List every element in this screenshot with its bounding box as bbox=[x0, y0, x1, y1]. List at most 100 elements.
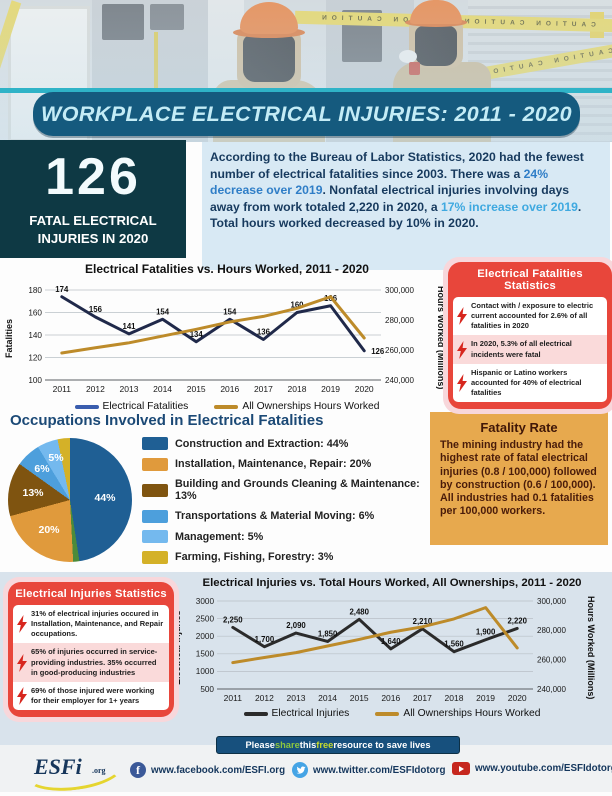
svg-text:2014: 2014 bbox=[153, 384, 172, 394]
page-title: WORKPLACE ELECTRICAL INJURIES: 2011 - 20… bbox=[41, 101, 572, 126]
lightning-bolt-icon bbox=[17, 615, 27, 634]
svg-text:126: 126 bbox=[371, 347, 385, 356]
stats-box-title: Electrical Injuries Statistics bbox=[15, 588, 167, 600]
legend-item: Electrical Fatalities bbox=[74, 401, 188, 412]
svg-text:3000: 3000 bbox=[196, 597, 215, 606]
twitter-link[interactable]: www.twitter.com/ESFIdotorg bbox=[292, 762, 445, 778]
legend-item: Building and Grounds Cleaning & Maintena… bbox=[142, 478, 432, 502]
facebook-icon: f bbox=[130, 762, 146, 778]
injuries-line-chart: 3000 2500 2000 1500 1000 500 300,000 280,000 260… bbox=[196, 597, 567, 703]
pie-slice-label: 5% bbox=[48, 452, 64, 464]
svg-text:2020: 2020 bbox=[508, 693, 527, 703]
svg-text:2018: 2018 bbox=[445, 693, 464, 703]
legend-swatch bbox=[142, 437, 168, 450]
svg-text:300,000: 300,000 bbox=[537, 597, 566, 606]
pie-graphic: 44% 20% 13% 6% 5% bbox=[8, 438, 132, 562]
svg-text:160: 160 bbox=[28, 308, 42, 317]
svg-text:2019: 2019 bbox=[476, 693, 495, 703]
chart-title: Electrical Fatalities vs. Hours Worked, … bbox=[85, 262, 369, 276]
fatalities-count-label: FATAL ELECTRICAL INJURIES IN 2020 bbox=[29, 213, 157, 246]
svg-text:260,000: 260,000 bbox=[385, 346, 414, 355]
chart-legend: Electrical Fatalities All Ownerships Hou… bbox=[4, 401, 450, 412]
legend-item: Transportations & Material Moving: 6% bbox=[142, 509, 432, 523]
chart-legend: Electrical Injuries All Ownerships Hours… bbox=[172, 708, 612, 719]
esfi-logo: ESFi .org bbox=[21, 744, 127, 796]
legend-item: Electrical Injuries bbox=[243, 708, 349, 719]
chart-title: Electrical Injuries vs. Total Hours Work… bbox=[202, 577, 582, 589]
facebook-link[interactable]: f www.facebook.com/ESFI.org bbox=[130, 762, 285, 778]
svg-text:240,000: 240,000 bbox=[385, 376, 414, 385]
stat-item: 31% of electrical injuries occured in In… bbox=[13, 605, 169, 643]
legend-swatch bbox=[142, 483, 168, 497]
fatalities-chart: Electrical Fatalities vs. Hours Worked, … bbox=[4, 262, 450, 412]
lightning-bolt-icon bbox=[457, 307, 467, 326]
svg-text:280,000: 280,000 bbox=[537, 626, 566, 635]
fatality-rate-text: The mining industry had the highest rate… bbox=[440, 439, 597, 518]
svg-text:141: 141 bbox=[122, 322, 136, 331]
title-banner: WORKPLACE ELECTRICAL INJURIES: 2011 - 20… bbox=[33, 92, 580, 136]
pie-slice-label: 20% bbox=[38, 524, 60, 536]
legend-swatch bbox=[142, 530, 168, 543]
legend-item: All Ownerships Hours Worked bbox=[214, 401, 380, 412]
fatality-rate-box: Fatality Rate The mining industry had th… bbox=[430, 412, 608, 545]
svg-text:240,000: 240,000 bbox=[537, 685, 566, 694]
summary-paragraph: According to the Bureau of Labor Statist… bbox=[202, 142, 610, 270]
legend-swatch bbox=[142, 457, 168, 471]
svg-text:1,560: 1,560 bbox=[444, 640, 464, 649]
lightning-bolt-icon bbox=[457, 340, 467, 359]
stats-box-title: Electrical Fatalities Statistics bbox=[477, 268, 583, 292]
y-axis-label-right: Hours Worked (Millions) bbox=[436, 286, 446, 390]
teal-divider bbox=[0, 88, 612, 93]
svg-text:2017: 2017 bbox=[413, 693, 432, 703]
stat-item: 65% of injuries occurred in service-prov… bbox=[13, 643, 169, 682]
svg-text:2000: 2000 bbox=[196, 632, 215, 641]
svg-text:2,250: 2,250 bbox=[223, 615, 243, 624]
svg-text:500: 500 bbox=[200, 685, 214, 694]
fatality-rate-title: Fatality Rate bbox=[480, 420, 558, 435]
stat-item: Contact with / exposure to electric curr… bbox=[453, 297, 607, 335]
svg-text:100: 100 bbox=[28, 376, 42, 385]
legend-item: Management: 5% bbox=[142, 530, 432, 543]
pie-slice-label: 13% bbox=[22, 487, 44, 499]
svg-text:1500: 1500 bbox=[196, 650, 215, 659]
svg-text:2019: 2019 bbox=[321, 384, 340, 394]
svg-text:180: 180 bbox=[28, 286, 42, 295]
legend-item: All Ownerships Hours Worked bbox=[375, 708, 540, 719]
y-axis-label-left: Fatalities bbox=[4, 318, 14, 358]
svg-text:2018: 2018 bbox=[288, 384, 307, 394]
svg-text:2,480: 2,480 bbox=[349, 607, 369, 616]
legend-item: Installation, Maintenance, Repair: 20% bbox=[142, 457, 432, 471]
legend-swatch bbox=[243, 711, 268, 716]
big-number-box: 126 FATAL ELECTRICAL INJURIES IN 2020 bbox=[0, 140, 186, 258]
svg-text:2017: 2017 bbox=[254, 384, 273, 394]
svg-text:2012: 2012 bbox=[255, 693, 274, 703]
lightning-bolt-icon bbox=[457, 373, 467, 392]
svg-text:2,210: 2,210 bbox=[413, 617, 433, 626]
svg-text:2020: 2020 bbox=[355, 384, 374, 394]
svg-text:154: 154 bbox=[156, 307, 170, 316]
svg-text:140: 140 bbox=[28, 331, 42, 340]
svg-text:2,090: 2,090 bbox=[286, 621, 306, 630]
svg-text:1,850: 1,850 bbox=[318, 629, 338, 638]
svg-text:1,640: 1,640 bbox=[381, 637, 401, 646]
svg-text:160: 160 bbox=[290, 301, 304, 310]
svg-text:136: 136 bbox=[257, 328, 271, 337]
share-banner: Please share this free resource to save … bbox=[216, 736, 460, 754]
pie-section-title: Occupations Involved in Electrical Fatal… bbox=[10, 412, 324, 429]
legend-item: Farming, Fishing, Forestry: 3% bbox=[142, 550, 432, 564]
youtube-link[interactable]: www.youtube.com/ESFIdotorg bbox=[452, 762, 612, 775]
stat-item: Hispanic or Latino workers accounted for… bbox=[453, 364, 607, 402]
legend-item: Construction and Extraction: 44% bbox=[142, 437, 432, 450]
twitter-icon bbox=[292, 762, 308, 778]
pie-slice-label: 44% bbox=[94, 492, 116, 504]
svg-text:1,700: 1,700 bbox=[255, 635, 275, 644]
stat-item: 69% of those injured were working for th… bbox=[13, 682, 169, 710]
injuries-stats-box: Electrical Injuries Statistics 31% of el… bbox=[3, 577, 179, 722]
svg-text:156: 156 bbox=[89, 305, 103, 314]
pie-slice-label: 6% bbox=[34, 463, 50, 475]
svg-text:2011: 2011 bbox=[224, 693, 243, 703]
svg-text:2015: 2015 bbox=[350, 693, 369, 703]
svg-text:300,000: 300,000 bbox=[385, 286, 414, 295]
svg-text:2,220: 2,220 bbox=[507, 616, 527, 625]
svg-text:280,000: 280,000 bbox=[385, 316, 414, 325]
